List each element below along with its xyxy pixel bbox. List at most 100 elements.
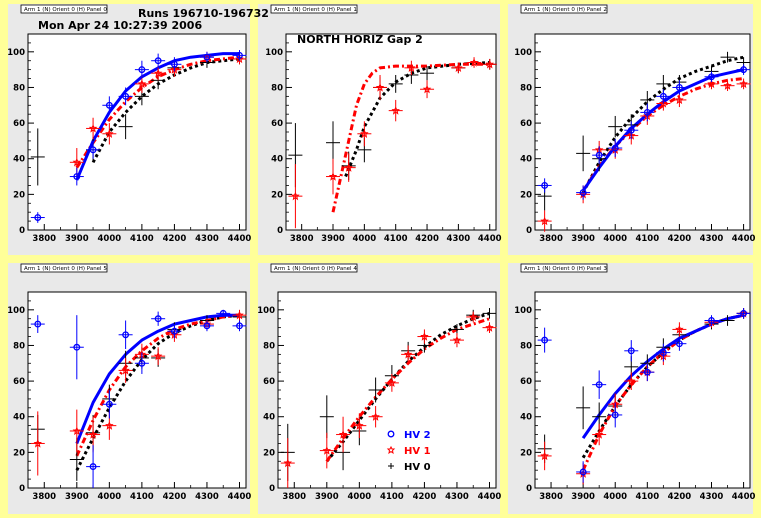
panel-title: Arm 1 (N) Orient 0 (H) Panel 5 xyxy=(24,266,107,272)
x-tick-label: 4200 xyxy=(415,234,439,244)
data-point xyxy=(69,409,84,453)
data-point xyxy=(720,51,735,63)
x-tick-label: 4000 xyxy=(603,492,627,502)
data-point xyxy=(280,438,295,488)
panel-title: Arm 1 (N) Orient 0 (H) Panel 1 xyxy=(274,7,357,13)
chart-panel-2: Arm 1 (N) Orient 0 (H) Panel 2 3800 3900 40… xyxy=(508,4,755,255)
y-tick-label: 80 xyxy=(520,83,532,93)
data-point xyxy=(384,373,399,392)
y-tick-label: 0 xyxy=(526,484,532,494)
x-tick-label: 4100 xyxy=(130,234,154,244)
data-point xyxy=(232,50,247,61)
data-point xyxy=(576,461,591,483)
fit-curve-hv1 xyxy=(75,313,240,457)
y-tick-label: 80 xyxy=(13,341,25,351)
y-tick-label: 80 xyxy=(520,341,532,351)
y-tick-label: 80 xyxy=(271,83,283,93)
data-point xyxy=(30,411,45,476)
x-tick-label: 4300 xyxy=(445,492,469,502)
x-tick-label: 4200 xyxy=(668,234,692,244)
panels-group: Arm 1 (N) Orient 0 (H) Panel 0 3800 3900 40… xyxy=(7,4,755,514)
panel-title: Arm 1 (N) Orient 0 (H) Panel 2 xyxy=(524,7,607,13)
data-point xyxy=(736,308,751,319)
y-tick-label: 80 xyxy=(13,83,25,93)
x-tick-label: 4100 xyxy=(635,492,659,502)
data-point xyxy=(86,140,101,159)
data-point xyxy=(319,395,334,439)
x-tick-label: 3900 xyxy=(65,492,89,502)
data-point xyxy=(537,441,552,471)
data-point xyxy=(30,212,45,223)
data-point xyxy=(592,146,607,165)
data-point xyxy=(608,115,623,138)
data-point xyxy=(537,178,552,193)
data-point xyxy=(420,66,435,81)
fit-curve-hv0 xyxy=(75,313,240,471)
chart-panel-3: Arm 1 (N) Orient 0 (H) Panel 5 3800 3900 40… xyxy=(7,263,251,514)
fit-curve-hv1 xyxy=(325,317,490,463)
data-point xyxy=(86,445,101,488)
y-tick-label: 0 xyxy=(19,226,25,236)
panel-title-box xyxy=(520,4,608,14)
y-tick-label: 40 xyxy=(520,413,532,423)
x-tick-label: 4400 xyxy=(228,492,252,502)
data-point xyxy=(118,114,133,140)
data-point xyxy=(482,58,497,70)
y-tick-label: 20 xyxy=(13,448,25,458)
panel-1-label: NORTH HORIZ Gap 2 xyxy=(297,33,423,46)
x-tick-label: 4100 xyxy=(635,234,659,244)
data-point xyxy=(592,370,607,399)
data-point xyxy=(134,60,149,79)
data-point xyxy=(319,432,334,469)
y-tick-label: 0 xyxy=(526,226,532,236)
panel-title-box xyxy=(520,263,608,273)
chart-panel-0: Arm 1 (N) Orient 0 (H) Panel 0 3800 3900 40… xyxy=(7,4,251,255)
data-point xyxy=(326,121,341,165)
y-tick-label: 0 xyxy=(277,226,283,236)
y-tick-label: 20 xyxy=(13,190,25,200)
y-tick-label: 40 xyxy=(13,413,25,423)
x-tick-label: 4400 xyxy=(478,492,502,502)
data-point xyxy=(326,158,341,195)
legend-item-hv1: HV 1 xyxy=(386,445,431,457)
y-tick-label: 0 xyxy=(269,484,275,494)
x-tick-label: 4100 xyxy=(384,234,408,244)
x-tick-label: 3900 xyxy=(65,234,89,244)
data-point xyxy=(608,402,623,428)
data-point xyxy=(672,92,687,108)
data-point xyxy=(608,139,623,157)
x-tick-label: 4300 xyxy=(447,234,471,244)
data-point xyxy=(672,80,687,95)
legend: HV 2 HV 1 HV 0 xyxy=(386,430,431,473)
panel-title: Arm 1 (N) Orient 0 (H) Panel 0 xyxy=(24,7,107,13)
x-tick-label: 4000 xyxy=(98,234,122,244)
data-point xyxy=(167,324,182,339)
y-tick-label: 100 xyxy=(265,48,283,58)
x-tick-label: 4300 xyxy=(195,492,219,502)
data-point xyxy=(30,128,45,186)
data-point xyxy=(672,322,687,337)
legend-item-hv2: HV 2 xyxy=(387,430,431,441)
data-point xyxy=(118,320,133,350)
data-point xyxy=(537,327,552,353)
data-point xyxy=(482,322,497,333)
data-point xyxy=(704,71,719,83)
y-tick-label: 60 xyxy=(13,119,25,129)
plot-area xyxy=(27,291,247,489)
data-point xyxy=(199,51,214,63)
y-tick-label: 100 xyxy=(514,306,532,316)
chart-panel-1: Arm 1 (N) Orient 0 (H) Panel 1 3800 3900 40… xyxy=(258,4,502,255)
chart-panel-4: Arm 1 (N) Orient 0 (H) Panel 4 3800 3900 40… xyxy=(257,263,501,514)
data-point xyxy=(102,123,117,145)
data-point xyxy=(624,121,639,140)
x-tick-label: 4300 xyxy=(195,234,219,244)
data-point xyxy=(576,135,591,172)
data-point xyxy=(576,185,591,200)
y-tick-label: 40 xyxy=(263,413,275,423)
y-tick-label: 100 xyxy=(7,48,25,58)
data-point xyxy=(736,64,751,75)
x-tick-label: 3800 xyxy=(539,234,563,244)
data-point xyxy=(151,66,166,81)
panel-title: Arm 1 (N) Orient 0 (H) Panel 3 xyxy=(524,266,607,272)
